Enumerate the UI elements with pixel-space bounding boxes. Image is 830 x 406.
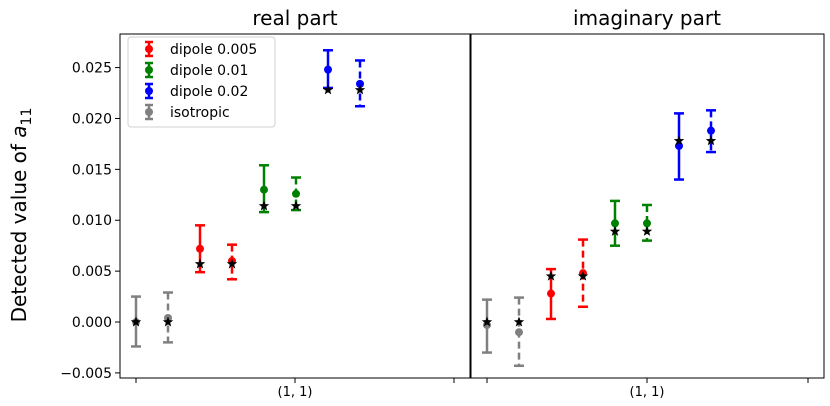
errorbar-dipole-0-005-1 — [577, 238, 589, 309]
errorbar-dipole-0-005-0 — [194, 224, 206, 274]
y-axis-label-subscript: 11 — [19, 108, 35, 126]
reference-star — [545, 270, 557, 281]
data-point — [547, 289, 555, 298]
reference-star — [481, 316, 493, 327]
reference-star — [258, 200, 270, 211]
legend-item-dipole-0-01: dipole 0.01 — [145, 61, 248, 79]
data-point — [611, 219, 619, 228]
y-tick-label: 0.025 — [72, 61, 112, 77]
legend-marker — [145, 108, 153, 116]
y-tick-label: 0.000 — [72, 315, 112, 331]
legend-label: dipole 0.02 — [170, 84, 248, 100]
y-tick-label: 0.020 — [72, 111, 112, 127]
errorbar-dipole-0-005-0 — [545, 267, 557, 321]
data-point — [324, 65, 332, 74]
reference-star — [673, 135, 685, 146]
legend-label: dipole 0.01 — [170, 63, 248, 79]
reference-star — [513, 316, 525, 327]
errorbar-dipole-0-02-1 — [354, 59, 366, 108]
x-tick-label-real: (1, 1) — [278, 385, 313, 400]
errorbar-isotropic-1 — [513, 296, 525, 368]
data-point — [643, 219, 651, 228]
data-point — [292, 189, 300, 198]
legend-marker — [145, 45, 153, 53]
reference-star — [577, 270, 589, 281]
legend-label: isotropic — [170, 105, 230, 121]
legend-label: dipole 0.005 — [170, 42, 257, 58]
x-tick-label-imaginary: (1, 1) — [630, 385, 665, 400]
y-tick-label: 0.015 — [72, 162, 112, 178]
y-tick-label: 0.005 — [72, 264, 112, 280]
marks-real — [130, 49, 366, 348]
reference-star — [609, 225, 621, 236]
reference-star — [641, 225, 653, 236]
marks-imaginary — [481, 109, 717, 368]
reference-star — [194, 258, 206, 269]
panel-title-imaginary: imaginary part — [573, 6, 721, 30]
reference-star — [162, 316, 174, 327]
y-tick-label: 0.010 — [72, 213, 112, 229]
legend-marker — [145, 66, 153, 74]
reference-star — [130, 316, 142, 327]
y-axis-label-prefix: Detected value of — [7, 138, 31, 323]
reference-star — [226, 258, 238, 269]
legend-item-dipole-0-02: dipole 0.02 — [145, 82, 248, 100]
legend-item-isotropic: isotropic — [145, 103, 230, 121]
reference-star — [354, 84, 366, 95]
data-point — [515, 328, 523, 337]
reference-star — [705, 135, 717, 146]
data-point — [196, 244, 204, 253]
data-point — [356, 79, 364, 88]
y-tick-label: −0.005 — [60, 366, 112, 382]
y-axis-label: Detected value of a11 — [7, 108, 35, 323]
panel-real-part: real part −0.005 0.000 0.005 0.010 0.015 0.02… — [60, 6, 471, 400]
legend: dipole 0.005 dipole 0.01 dipole 0.02 isotro… — [127, 36, 276, 128]
errorbar-isotropic-0 — [130, 295, 142, 348]
data-point — [707, 126, 715, 135]
x-axis-real: (1, 1) — [135, 378, 455, 400]
panel-title-real: real part — [252, 6, 337, 30]
y-axis-real: −0.005 0.000 0.005 0.010 0.015 0.020 0.025 — [60, 61, 120, 382]
errorbar-isotropic-0 — [481, 298, 493, 354]
errorbar-dipole-0-02-0 — [322, 49, 334, 95]
reference-star — [290, 200, 302, 211]
errorbar-dipole-0-01-0 — [258, 164, 270, 214]
legend-frame — [127, 36, 276, 128]
reference-star — [322, 84, 334, 95]
panel-imaginary-part: imaginary part (1, 1) — [470, 6, 825, 400]
errorbar-dipole-0-02-1 — [705, 109, 717, 154]
errorbar-isotropic-1 — [162, 291, 174, 344]
errorbar-dipole-0-02-0 — [673, 112, 685, 181]
errorbar-dipole-0-005-1 — [226, 243, 238, 281]
legend-marker — [145, 87, 153, 95]
legend-item-dipole-0-005: dipole 0.005 — [145, 40, 257, 58]
errorbar-dipole-0-01-0 — [609, 199, 621, 247]
data-point — [260, 185, 268, 194]
x-axis-imaginary: (1, 1) — [486, 378, 809, 400]
errorbar-dipole-0-01-1 — [641, 203, 653, 242]
errorbar-dipole-0-01-1 — [290, 176, 302, 212]
y-axis-label-symbol: a — [7, 125, 31, 137]
